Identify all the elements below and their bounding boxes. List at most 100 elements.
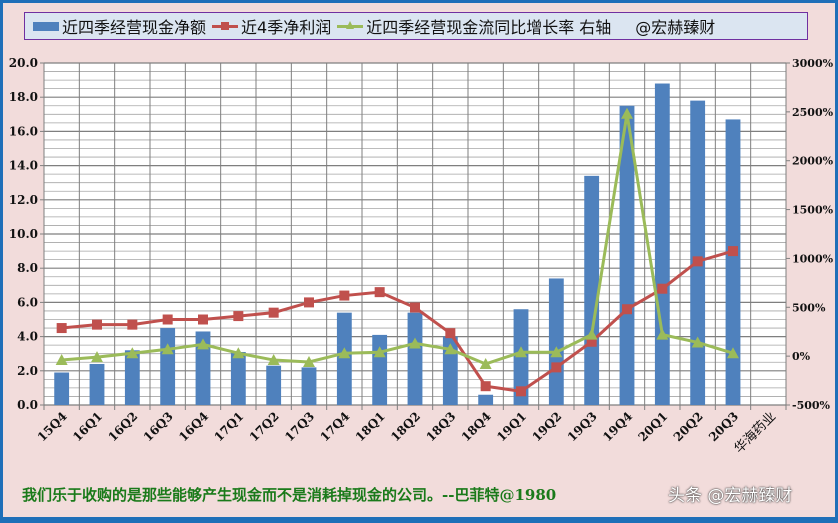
triangle-marker-icon (479, 357, 492, 369)
left-axis-label: 12.0 (9, 193, 38, 207)
left-axis-label: 6.0 (17, 295, 38, 309)
right-axis-label: 1000% (792, 252, 834, 265)
bar (160, 328, 176, 405)
left-axis-label: 2.0 (17, 364, 38, 378)
left-axis-label: 20.0 (9, 56, 38, 70)
legend-label-growth: 近四季经营现金流同比增长率 右轴 (366, 18, 612, 37)
left-axis-label: 4.0 (17, 330, 38, 344)
legend-label-net-profit: 近4季净利润 (241, 18, 332, 37)
x-axis-label: 20Q2 (671, 409, 706, 444)
square-marker-icon (304, 297, 314, 308)
x-axis-label: 19Q1 (494, 409, 529, 444)
x-axis-label: 16Q3 (141, 409, 176, 444)
square-marker-icon (92, 319, 102, 330)
bar (654, 83, 670, 406)
company-label: 华海药业 (732, 409, 779, 456)
legend-item-cash-flow: 近四季经营现金净额 (33, 14, 206, 38)
legend-item-growth: 近四季经营现金流同比增长率 右轴 (337, 14, 611, 38)
triangle-marker-icon (126, 347, 139, 359)
x-axis-label: 19Q3 (565, 409, 600, 444)
legend-label-cash-flow: 近四季经营现金净额 (62, 18, 207, 37)
bar (548, 278, 564, 405)
square-marker-icon (56, 323, 67, 334)
triangle-marker-icon (585, 328, 598, 340)
bar (372, 334, 388, 405)
square-marker-icon (410, 302, 420, 313)
bar (54, 372, 70, 405)
square-marker-icon (268, 307, 279, 318)
square-marker-icon (728, 246, 738, 257)
x-axis-label: 20Q1 (635, 409, 670, 444)
chart-legend: 近四季经营现金净额 近4季净利润 近四季经营现金流同比增长率 右轴 @宏赫臻财 (24, 12, 808, 40)
watermark: 头条 @宏赫臻财 (668, 486, 793, 506)
square-marker-icon (198, 314, 208, 325)
triangle-marker-icon (303, 356, 315, 368)
right-axis-label: 1500% (792, 204, 834, 217)
square-marker-icon (586, 336, 597, 347)
triangle-marker-icon (727, 347, 739, 359)
x-axis-label: 16Q1 (70, 409, 105, 444)
square-marker-icon (233, 311, 244, 322)
square-marker-icon (445, 328, 456, 339)
bar (584, 175, 600, 405)
triangle-marker-icon (550, 346, 563, 358)
x-axis-label: 20Q3 (706, 409, 741, 444)
legend-item-net-profit: 近4季净利润 (212, 14, 331, 38)
square-marker-icon (622, 304, 632, 315)
triangle-marker-icon (656, 328, 669, 340)
square-marker-icon (516, 386, 526, 397)
right-axis-label: 3000% (792, 57, 834, 70)
triangle-marker-icon (621, 107, 633, 119)
buffett-quote: 我们乐于收购的是那些能够产生现金而不是消耗掉现金的公司。--巴菲特@1980 (22, 486, 557, 504)
bar (195, 331, 211, 405)
triangle-marker-icon (55, 354, 68, 366)
right-axis-label: 2500% (792, 106, 834, 119)
triangle-marker-icon (197, 338, 209, 350)
growth-line (61, 113, 734, 366)
bar (301, 367, 317, 405)
bar (478, 394, 494, 405)
square-marker-icon (657, 283, 668, 294)
right-axis-label: -500% (792, 399, 831, 412)
bar-swatch-icon (33, 21, 59, 31)
triangle-marker-icon (338, 347, 351, 359)
right-axis-label: 500% (792, 301, 826, 314)
net-profit-line (61, 249, 734, 393)
x-axis-label: 17Q2 (247, 409, 282, 444)
triangle-marker-icon (161, 343, 174, 355)
x-axis-label: 17Q4 (317, 409, 352, 444)
left-axis-label: 8.0 (17, 261, 38, 275)
triangle-marker-icon (373, 346, 386, 358)
bar (230, 351, 246, 405)
legend-credit: @宏赫臻财 (635, 18, 716, 37)
left-axis-label: 16.0 (9, 124, 38, 138)
left-axis-label: 18.0 (9, 90, 38, 104)
line-triangle-swatch-icon (337, 20, 364, 29)
x-axis-label: 18Q2 (388, 409, 423, 444)
bar (266, 365, 282, 405)
x-axis-label: 16Q4 (176, 409, 211, 444)
right-axis-label: 2000% (792, 155, 834, 168)
x-axis-label: 16Q2 (105, 409, 140, 444)
left-axis-label: 0.0 (17, 398, 38, 412)
x-axis-label: 15Q4 (35, 409, 70, 444)
triangle-marker-icon (91, 351, 103, 363)
left-axis-label: 14.0 (9, 159, 38, 173)
triangle-marker-icon (267, 354, 280, 366)
x-axis-label: 18Q4 (459, 409, 494, 444)
x-axis-label: 17Q3 (282, 409, 317, 444)
bar (89, 363, 105, 405)
x-axis-label: 18Q1 (353, 409, 388, 444)
bar (690, 100, 706, 406)
square-marker-icon (692, 256, 703, 267)
square-marker-icon (551, 362, 562, 373)
triangle-marker-icon (232, 347, 245, 359)
square-marker-icon (339, 290, 350, 301)
bar (407, 312, 423, 405)
square-marker-icon (162, 314, 173, 325)
square-marker-icon (374, 287, 385, 298)
left-axis-label: 10.0 (9, 227, 38, 241)
triangle-marker-icon (409, 337, 421, 349)
bar (336, 312, 352, 405)
